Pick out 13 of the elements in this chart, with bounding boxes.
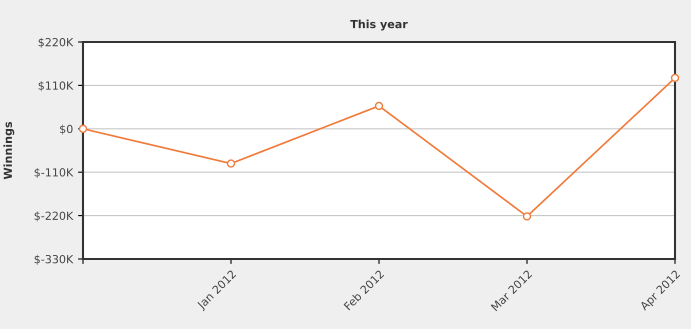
y-tick-label: $0 (60, 124, 73, 135)
y-tick-label: $110K (38, 81, 74, 92)
y-tick-label: $-330K (34, 254, 74, 265)
point (522, 212, 532, 221)
y-tick-label: $-110K (34, 168, 74, 178)
point (374, 102, 384, 110)
point (78, 124, 88, 133)
chart-title: This year (350, 20, 408, 31)
y-axis-title: Winnings (3, 122, 14, 180)
point (226, 159, 236, 168)
y-tick-label: $220K (38, 38, 74, 48)
y-tick-label: $-220K (34, 211, 74, 222)
point (670, 74, 680, 82)
